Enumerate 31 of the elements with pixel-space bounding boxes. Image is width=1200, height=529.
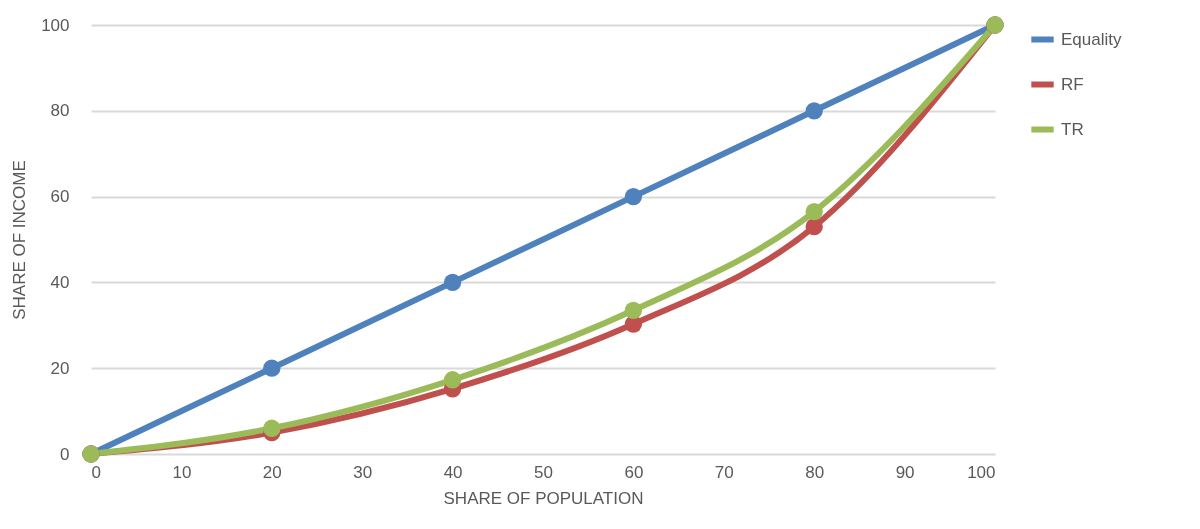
point <box>805 102 823 120</box>
x-tick-label: 100 <box>967 462 996 482</box>
y-axis-title: SHARE OF INCOME <box>10 160 30 320</box>
legend-label: Equality <box>1061 29 1122 49</box>
y-tick-label: 0 <box>60 444 70 464</box>
point <box>624 187 643 206</box>
y-tick-label: 40 <box>50 272 70 292</box>
x-tick-label: 40 <box>443 462 463 482</box>
x-tick-label: 50 <box>534 462 553 482</box>
x-tick-label: 30 <box>353 462 373 482</box>
x-tick-label: 20 <box>262 462 282 482</box>
point <box>805 217 823 236</box>
legend-label: TR <box>1061 119 1084 139</box>
point <box>805 202 823 221</box>
point <box>443 273 462 292</box>
x-tick-label: 60 <box>624 462 644 482</box>
point <box>443 371 462 389</box>
legend-label: RF <box>1061 74 1084 94</box>
x-tick-label: 0 <box>91 462 101 482</box>
point <box>624 301 643 319</box>
y-tick-label: 60 <box>50 187 70 207</box>
x-tick-label: 90 <box>895 462 915 482</box>
x-axis-title: SHARE OF POPULATION <box>443 488 644 508</box>
x-tick-label: 70 <box>714 462 734 482</box>
y-tick-label: 100 <box>41 15 70 35</box>
y-tick-label: 20 <box>50 358 70 378</box>
point <box>263 419 281 437</box>
x-tick-label: 10 <box>172 462 192 482</box>
y-tick-label: 80 <box>50 101 70 121</box>
x-tick-label: 80 <box>805 462 825 482</box>
point <box>263 359 281 377</box>
